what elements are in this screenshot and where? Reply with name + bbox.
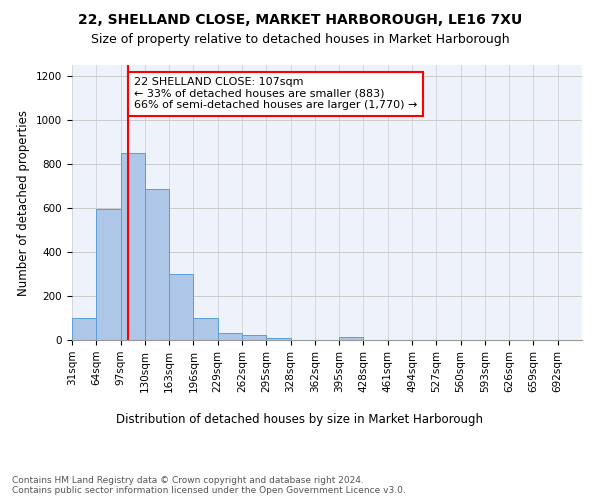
Bar bbox=[121, 153, 145, 340]
Bar bbox=[218, 333, 242, 340]
Text: Contains HM Land Registry data © Crown copyright and database right 2024.
Contai: Contains HM Land Registry data © Crown c… bbox=[12, 476, 406, 495]
Bar bbox=[169, 274, 193, 340]
Bar bbox=[72, 318, 96, 340]
Text: Size of property relative to detached houses in Market Harborough: Size of property relative to detached ho… bbox=[91, 32, 509, 46]
Bar bbox=[193, 318, 218, 340]
Text: 22 SHELLAND CLOSE: 107sqm
← 33% of detached houses are smaller (883)
66% of semi: 22 SHELLAND CLOSE: 107sqm ← 33% of detac… bbox=[134, 77, 418, 110]
Text: Distribution of detached houses by size in Market Harborough: Distribution of detached houses by size … bbox=[116, 412, 484, 426]
Bar bbox=[266, 338, 290, 340]
Y-axis label: Number of detached properties: Number of detached properties bbox=[17, 110, 31, 296]
Bar bbox=[242, 335, 266, 340]
Bar bbox=[145, 190, 169, 340]
Bar bbox=[339, 338, 364, 340]
Text: 22, SHELLAND CLOSE, MARKET HARBOROUGH, LE16 7XU: 22, SHELLAND CLOSE, MARKET HARBOROUGH, L… bbox=[78, 12, 522, 26]
Bar bbox=[96, 209, 121, 340]
